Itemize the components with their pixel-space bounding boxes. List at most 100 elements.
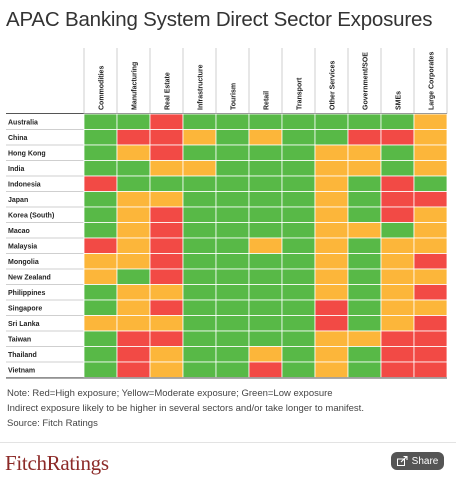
heatmap-cell [182,129,217,146]
column-label-real-estate: Real Estate [165,72,172,110]
heatmap-cell [248,330,283,347]
heatmap-cell [314,175,349,192]
heatmap-cell [83,268,118,285]
share-label: Share [411,455,439,467]
heatmap-cell [83,144,118,161]
heatmap-cell [116,237,151,254]
heatmap-cell [380,191,415,208]
note-indirect: Indirect exposure likely to be higher in… [7,403,364,414]
row-label-taiwan: Taiwan [8,336,31,343]
heatmap-cell [413,206,448,223]
heatmap-cell [413,315,448,332]
heatmap-cell [182,175,217,192]
share-button[interactable]: Share [391,452,444,470]
heatmap-cell [281,129,316,146]
heatmap-cell [149,330,184,347]
heatmap-cell [380,206,415,223]
heatmap-cell [380,268,415,285]
heatmap-cell [182,113,217,130]
heatmap-cell [281,175,316,192]
chart-notes: Note: Red=High exposure; Yellow=Moderate… [7,386,364,431]
column-label-government-soe: Government/SOE [363,52,370,110]
heatmap-cell [149,175,184,192]
heatmap-cell [413,284,448,301]
heatmap-cell [149,346,184,363]
heatmap-cell [380,361,415,378]
heatmap-cell [248,361,283,378]
heatmap-cell [248,129,283,146]
heatmap-cell [215,299,250,316]
row-label-australia: Australia [8,119,38,126]
heatmap-cell [182,206,217,223]
heatmap-cell [83,206,118,223]
heatmap-cell [314,113,349,130]
heatmap-cell [248,268,283,285]
heatmap-cell [116,253,151,270]
heatmap-cell [215,144,250,161]
heatmap-cell [149,144,184,161]
heatmap-cell [281,330,316,347]
heatmap-cell [347,237,382,254]
heatmap-cell [347,144,382,161]
heatmap-cell [314,268,349,285]
heatmap-cell [83,330,118,347]
heatmap-cell [281,253,316,270]
heatmap-cell [380,129,415,146]
heatmap-cell [347,253,382,270]
heatmap-cell [182,191,217,208]
heatmap-cell [314,346,349,363]
heatmap-cell [182,315,217,332]
heatmap-cell [248,175,283,192]
heatmap-cell [182,222,217,239]
heatmap-cell [149,206,184,223]
heatmap-cell [215,175,250,192]
heatmap-cell [413,175,448,192]
heatmap-cell [83,160,118,177]
heatmap-cell [83,253,118,270]
heatmap-cell [413,144,448,161]
heatmap-cell [380,144,415,161]
heatmap-cell [83,113,118,130]
heatmap-cell [248,315,283,332]
heatmap-cell [83,299,118,316]
heatmap-cell [116,113,151,130]
heatmap-cell [413,268,448,285]
heatmap-cell [248,253,283,270]
heatmap-cell [149,268,184,285]
heatmap-cell [83,284,118,301]
heatmap-cell [182,144,217,161]
heatmap-cell [314,330,349,347]
heatmap-cell [281,346,316,363]
heatmap-cell [215,253,250,270]
heatmap-cell [347,315,382,332]
heatmap-cell [248,113,283,130]
heatmap-cell [413,361,448,378]
heatmap-cell [347,222,382,239]
heatmap-cell [248,222,283,239]
chart-title: APAC Banking System Direct Sector Exposu… [6,8,433,31]
heatmap-cell [182,268,217,285]
heatmap-cell [116,268,151,285]
heatmap-cell [149,361,184,378]
heatmap-cell [281,222,316,239]
column-label-smes: SMEs [396,91,403,110]
heatmap-cell [413,237,448,254]
heatmap-cell [281,315,316,332]
heatmap-cell [314,237,349,254]
heatmap-cell [380,253,415,270]
note-source: Source: Fitch Ratings [7,418,98,429]
heatmap-cell [248,206,283,223]
heatmap-cell [380,160,415,177]
heatmap-cell [347,330,382,347]
heatmap-cell [347,268,382,285]
heatmap-cell [347,346,382,363]
heatmap-cell [380,222,415,239]
heatmap-cell [281,191,316,208]
note-legend: Note: Red=High exposure; Yellow=Moderate… [7,388,333,399]
heatmap-cell [281,160,316,177]
heatmap-cell [314,284,349,301]
heatmap-cell [248,284,283,301]
heatmap-cell [413,113,448,130]
heatmap-cell [149,284,184,301]
heatmap-cell [149,129,184,146]
